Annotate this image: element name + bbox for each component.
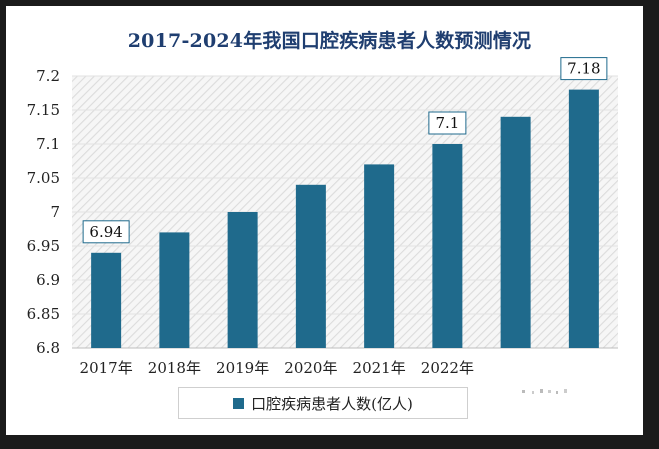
data-label-box <box>82 220 130 244</box>
bar <box>227 212 258 348</box>
x-tick-label: 2018年 <box>148 359 201 377</box>
x-tick-label: 2017年 <box>80 359 133 377</box>
y-tick-label: 7.1 <box>36 135 60 153</box>
chart-title: 2017-2024年我国口腔疾病患者人数预测情况 <box>127 30 532 52</box>
y-tick-label: 6.85 <box>27 305 60 323</box>
y-tick-label: 6.95 <box>27 237 60 255</box>
watermark-graphic <box>478 360 628 410</box>
bar <box>364 164 395 348</box>
x-tick-label: 2022年 <box>421 359 474 377</box>
y-tick-label: 6.8 <box>36 339 60 357</box>
y-tick-label: 7.15 <box>27 101 60 119</box>
y-tick-label: 7.05 <box>27 169 60 187</box>
bar <box>432 144 463 348</box>
data-label: 7.18 <box>567 60 600 78</box>
x-tick-label: 2021年 <box>353 359 406 377</box>
y-tick-label: 6.9 <box>36 271 60 289</box>
y-tick-label: 7.2 <box>36 67 60 85</box>
chart-legend: 口腔疾病患者人数(亿人) <box>178 387 468 419</box>
data-label: 6.94 <box>89 223 122 241</box>
y-tick-label: 7 <box>50 203 60 221</box>
data-label-box <box>560 57 608 81</box>
data-label: 7.1 <box>435 114 459 132</box>
bar <box>568 89 599 348</box>
legend-label: 口腔疾病患者人数(亿人) <box>251 394 413 413</box>
x-tick-label: 2020年 <box>284 359 337 377</box>
bar <box>91 252 122 348</box>
bar <box>500 116 531 348</box>
legend-swatch <box>233 397 245 409</box>
bar <box>295 184 326 348</box>
x-tick-label: 2019年 <box>216 359 269 377</box>
data-label-box <box>428 111 467 135</box>
bar <box>159 232 190 348</box>
